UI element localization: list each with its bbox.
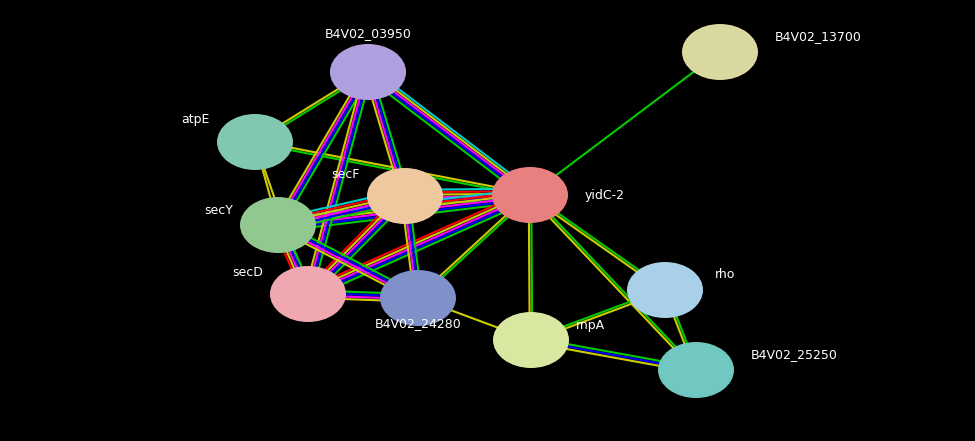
Text: B4V02_24280: B4V02_24280 xyxy=(374,318,461,330)
Ellipse shape xyxy=(217,114,293,170)
Ellipse shape xyxy=(493,312,569,368)
Text: secF: secF xyxy=(332,168,360,180)
Text: yidC-2: yidC-2 xyxy=(585,188,625,202)
Ellipse shape xyxy=(492,167,568,223)
Ellipse shape xyxy=(682,24,758,80)
Text: B4V02_13700: B4V02_13700 xyxy=(775,30,862,44)
Ellipse shape xyxy=(380,270,456,326)
Ellipse shape xyxy=(240,197,316,253)
Text: atpE: atpE xyxy=(181,113,210,127)
Ellipse shape xyxy=(330,44,406,100)
Text: secY: secY xyxy=(204,203,233,217)
Ellipse shape xyxy=(367,168,443,224)
Ellipse shape xyxy=(658,342,734,398)
Ellipse shape xyxy=(627,262,703,318)
Ellipse shape xyxy=(270,266,346,322)
Text: rho: rho xyxy=(715,269,735,281)
Text: secD: secD xyxy=(232,265,263,279)
Text: B4V02_25250: B4V02_25250 xyxy=(751,348,838,362)
Text: rnpA: rnpA xyxy=(576,318,605,332)
Text: B4V02_03950: B4V02_03950 xyxy=(325,27,411,41)
